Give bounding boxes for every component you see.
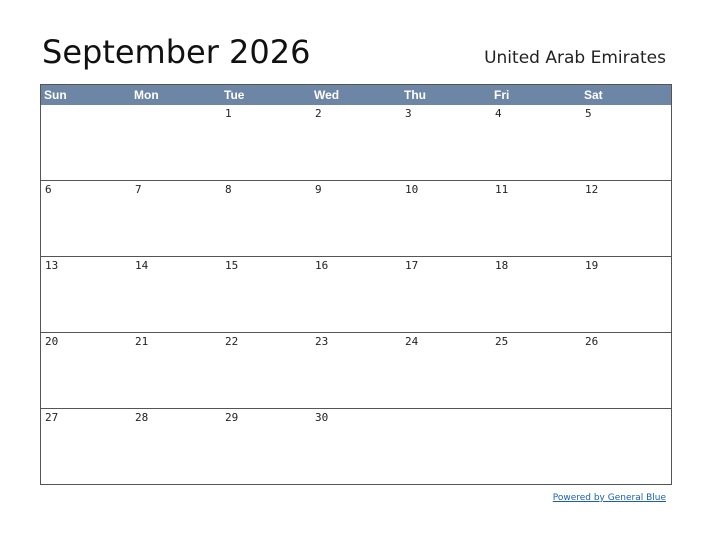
day-cell: 14	[135, 259, 149, 272]
day-cell: 3	[405, 107, 412, 120]
day-cell: 8	[225, 183, 232, 196]
weekday: Sun	[44, 88, 67, 102]
day-cell: 6	[45, 183, 52, 196]
week-row: 20 21 22 23 24 25 26	[41, 332, 671, 408]
day-cell: 11	[495, 183, 509, 196]
weekday: Sat	[584, 88, 603, 102]
day-cell: 27	[45, 411, 59, 424]
day-cell: 25	[495, 335, 509, 348]
day-cell: 1	[225, 107, 232, 120]
day-cell: 26	[585, 335, 599, 348]
day-cell: 7	[135, 183, 142, 196]
weekday: Mon	[134, 88, 159, 102]
day-cell: 19	[585, 259, 599, 272]
day-cell: 29	[225, 411, 239, 424]
day-cell: 28	[135, 411, 149, 424]
day-cell: 17	[405, 259, 419, 272]
day-cell: 24	[405, 335, 419, 348]
day-cell: 9	[315, 183, 322, 196]
day-cell: 10	[405, 183, 419, 196]
day-cell: 4	[495, 107, 502, 120]
weekday: Tue	[224, 88, 245, 102]
weekday: Fri	[494, 88, 510, 102]
weekday-header: Sun Mon Tue Wed Thu Fri Sat	[41, 85, 671, 105]
day-cell	[41, 105, 131, 180]
day-cell: 18	[495, 259, 509, 272]
day-cell	[581, 409, 671, 484]
day-cell: 16	[315, 259, 329, 272]
weekday: Wed	[314, 88, 340, 102]
title: September 2026	[42, 33, 311, 71]
week-row: 27 28 29 30	[41, 408, 671, 484]
day-cell: 2	[315, 107, 322, 120]
day-cell: 23	[315, 335, 329, 348]
calendar: Sun Mon Tue Wed Thu Fri Sat 1 2 3 4 5 6 7 8 9 10 11 12 13 14…	[40, 84, 672, 485]
week-row: 1 2 3 4 5	[41, 105, 671, 180]
weekday: Thu	[404, 88, 426, 102]
day-cell	[401, 409, 491, 484]
day-cell: 21	[135, 335, 149, 348]
day-cell	[491, 409, 581, 484]
region: United Arab Emirates	[484, 48, 666, 68]
footer-link[interactable]: Powered by General Blue	[552, 493, 666, 503]
week-row: 6 7 8 9 10 11 12	[41, 180, 671, 256]
week-row: 13 14 15 16 17 18 19	[41, 256, 671, 332]
day-cell: 5	[585, 107, 592, 120]
day-cell: 13	[45, 259, 59, 272]
day-cell: 20	[45, 335, 59, 348]
day-cell: 12	[585, 183, 599, 196]
day-cell: 15	[225, 259, 239, 272]
day-cell: 22	[225, 335, 239, 348]
day-cell	[131, 105, 221, 180]
day-cell: 30	[315, 411, 329, 424]
